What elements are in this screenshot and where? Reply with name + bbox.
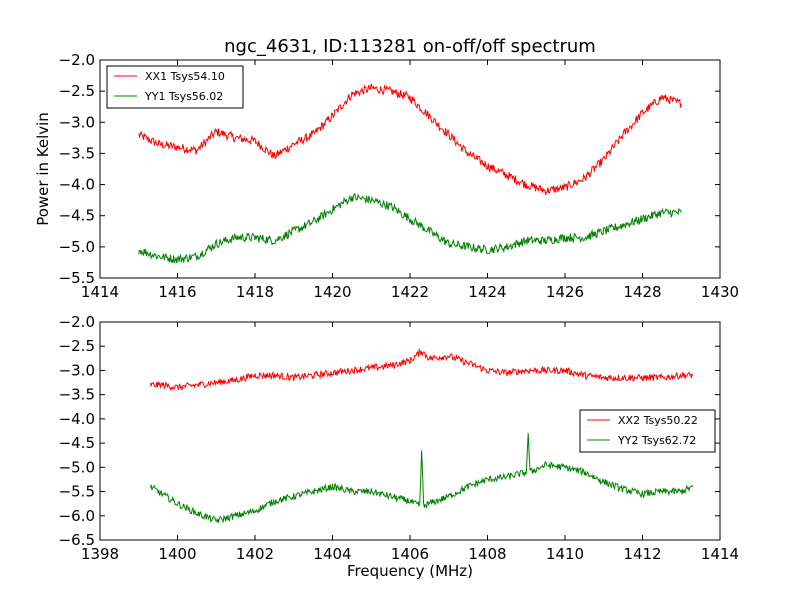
- x-tick-label: 1410: [546, 545, 584, 563]
- x-tick-label: 1416: [158, 283, 196, 301]
- legend-box: [579, 409, 716, 453]
- top-panel: 1414 1416 1418 1420 1422 1424 1426 1428 1430 −2.0…: [59, 51, 740, 301]
- legend: XX2 Tsys50.22 YY2 Tsys62.72: [579, 409, 716, 453]
- chart-title: ngc_4631, ID:113281 on-off/off spectrum: [224, 36, 596, 57]
- x-tick-label: 1424: [468, 283, 506, 301]
- series-line-yy1: [138, 192, 682, 264]
- y-tick-label: −5.0: [59, 458, 95, 476]
- y-tick-label: −3.5: [59, 386, 95, 404]
- x-tick-label: 1402: [236, 545, 274, 563]
- x-tick-label: 1398: [81, 545, 119, 563]
- legend-label: XX1 Tsys54.10: [145, 70, 225, 83]
- y-tick-label: −2.0: [59, 313, 95, 331]
- y-tick-label: −5.0: [59, 238, 95, 256]
- x-tick-label: 1408: [468, 545, 506, 563]
- series-line-yy2: [149, 433, 694, 524]
- x-axis-label: Frequency (MHz): [347, 562, 473, 580]
- x-tick-label: 1414: [701, 545, 739, 563]
- legend-label: XX2 Tsys50.22: [618, 414, 698, 427]
- y-tick-label: −5.5: [59, 483, 95, 501]
- y-tick-label: −4.0: [59, 176, 95, 194]
- legend: XX1 Tsys54.10 YY1 Tsys56.02: [106, 65, 244, 109]
- x-tick-label: 1422: [391, 283, 429, 301]
- y-tick-label: −4.0: [59, 410, 95, 428]
- y-tick-label: −3.0: [59, 361, 95, 379]
- y-tick-label: −6.0: [59, 507, 95, 525]
- y-tick-label: −6.5: [59, 531, 95, 549]
- x-tick-label: 1414: [81, 283, 119, 301]
- y-tick-label: −2.0: [59, 51, 95, 69]
- x-tick-label: 1400: [158, 545, 196, 563]
- x-tick-label: 1412: [623, 545, 661, 563]
- x-tick-label: 1428: [623, 283, 661, 301]
- bottom-panel: 1398 1400 1402 1404 1406 1408 1410 1412 1414 −2.0…: [59, 313, 740, 563]
- y-tick-label: −3.0: [59, 113, 95, 131]
- legend-label: YY1 Tsys56.02: [144, 90, 223, 103]
- y-tick-label: −5.5: [59, 269, 95, 287]
- y-axis-label: Power in Kelvin: [34, 112, 52, 226]
- x-tick-label: 1406: [391, 545, 429, 563]
- y-tick-label: −4.5: [59, 434, 95, 452]
- x-tick-label: 1404: [313, 545, 351, 563]
- legend-label: YY2 Tsys62.72: [617, 434, 696, 447]
- series-line-xx2: [149, 348, 694, 391]
- y-tick-label: −2.5: [59, 82, 95, 100]
- y-tick-label: −3.5: [59, 144, 95, 162]
- y-tick-label: −2.5: [59, 337, 95, 355]
- x-tick-label: 1420: [313, 283, 351, 301]
- x-tick-label: 1426: [546, 283, 584, 301]
- legend-box: [106, 65, 244, 109]
- x-tick-label: 1430: [701, 283, 739, 301]
- x-tick-label: 1418: [236, 283, 274, 301]
- series-line-xx1: [138, 83, 682, 196]
- y-tick-label: −4.5: [59, 207, 95, 225]
